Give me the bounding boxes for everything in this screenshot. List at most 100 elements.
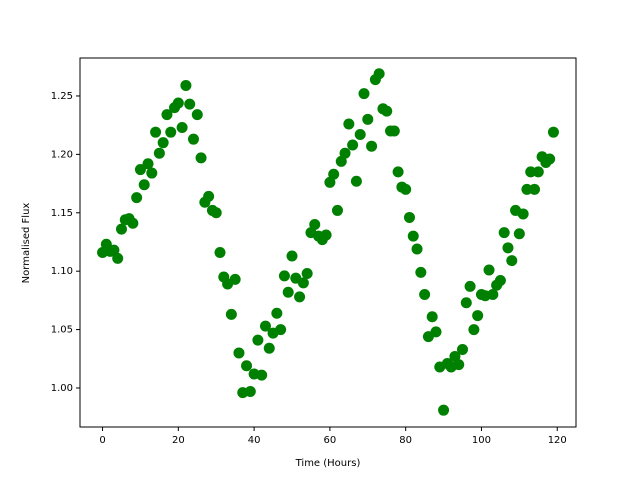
point [324, 176, 336, 188]
point [131, 192, 143, 204]
x-tick-label: 0 [99, 435, 105, 446]
point [506, 255, 518, 267]
point [282, 286, 294, 298]
point [373, 68, 385, 80]
point [468, 324, 480, 336]
point [457, 343, 469, 355]
point [142, 158, 154, 170]
point [547, 126, 559, 138]
point [112, 252, 124, 264]
point [297, 277, 309, 289]
x-axis-label: Time (Hours) [295, 458, 361, 469]
y-tick-label: 1.15 [51, 208, 73, 219]
y-tick-label: 1.25 [51, 91, 73, 102]
point [347, 139, 359, 151]
point [464, 280, 476, 292]
point [529, 183, 541, 195]
point [161, 109, 173, 121]
point [229, 273, 241, 285]
x-tick-label: 60 [324, 435, 337, 446]
point [438, 404, 450, 416]
y-axis-label: Normalised Flux [21, 203, 32, 284]
point [286, 250, 298, 262]
point [256, 369, 268, 381]
point [233, 347, 245, 359]
point [381, 105, 393, 117]
point [411, 243, 423, 255]
point [214, 246, 226, 258]
point [301, 268, 313, 280]
point [358, 88, 370, 100]
point [225, 308, 237, 320]
point [210, 207, 222, 219]
point [487, 289, 499, 301]
y-tick-label: 1.05 [51, 325, 73, 336]
point [339, 147, 351, 159]
point [354, 129, 366, 141]
x-tick-label: 120 [548, 435, 567, 446]
point [472, 310, 484, 322]
point [513, 228, 525, 240]
point [494, 275, 506, 287]
point [419, 289, 431, 301]
x-tick-label: 20 [172, 435, 185, 446]
point [172, 97, 184, 109]
point [271, 307, 283, 319]
point [115, 223, 127, 235]
point [544, 153, 556, 165]
point [153, 147, 165, 159]
point [146, 167, 158, 179]
point [191, 109, 203, 121]
point [460, 297, 472, 309]
point [150, 126, 162, 138]
point [343, 118, 355, 130]
point [403, 211, 415, 223]
point [331, 204, 343, 216]
x-tick-label: 80 [399, 435, 412, 446]
y-tick-label: 1.00 [51, 383, 73, 394]
point [259, 320, 271, 332]
point [187, 133, 199, 145]
point [335, 155, 347, 167]
point [502, 242, 514, 254]
point [320, 229, 332, 241]
point [252, 334, 264, 346]
point [483, 264, 495, 276]
point [294, 291, 306, 303]
point [180, 79, 192, 91]
point [195, 152, 207, 164]
point [517, 208, 529, 220]
point [498, 227, 510, 239]
point [165, 126, 177, 138]
y-tick-label: 1.10 [51, 266, 73, 277]
point [275, 324, 287, 336]
point [430, 326, 442, 338]
point [263, 342, 275, 354]
point [521, 183, 533, 195]
point [157, 137, 169, 149]
point [366, 140, 378, 152]
point [415, 266, 427, 278]
point [532, 166, 544, 178]
x-tick-label: 40 [248, 435, 261, 446]
point [362, 113, 374, 125]
point [241, 360, 253, 372]
point [138, 179, 150, 191]
x-tick-label: 100 [472, 435, 491, 446]
point [203, 190, 215, 202]
point [400, 183, 412, 195]
point [328, 168, 340, 180]
plot-frame [79, 57, 577, 428]
point [108, 244, 120, 256]
point [525, 166, 537, 178]
point [350, 175, 362, 187]
point [392, 166, 404, 178]
point [407, 230, 419, 242]
point [134, 164, 146, 176]
point [449, 350, 461, 362]
point [244, 385, 256, 397]
point [176, 122, 188, 134]
point [184, 98, 196, 110]
point [388, 125, 400, 137]
